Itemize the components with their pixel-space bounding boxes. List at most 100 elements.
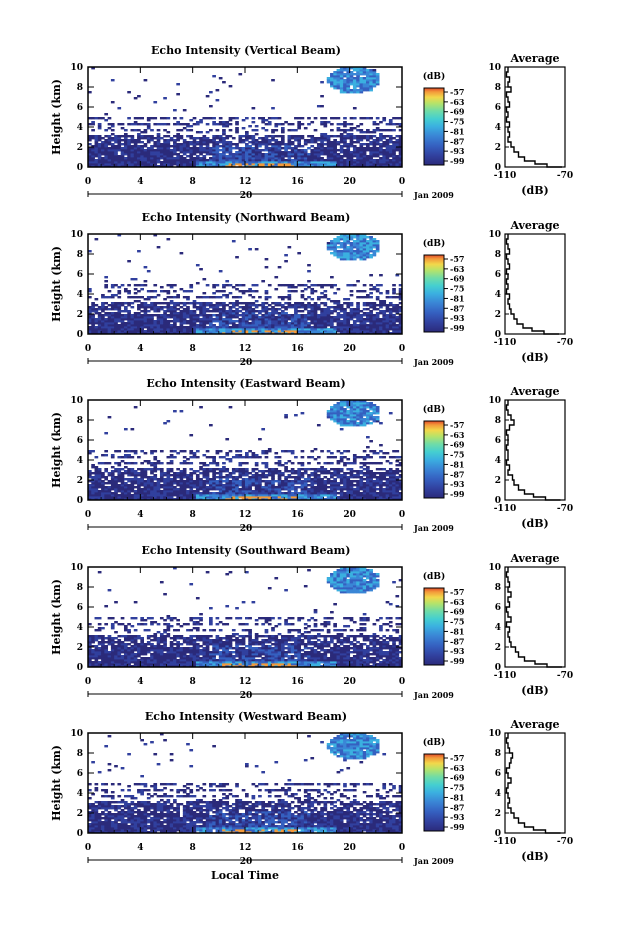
heatmap-cell: [222, 476, 226, 479]
heatmap-cell: [330, 85, 334, 88]
heatmap-cell: [212, 161, 216, 164]
heatmap-cell: [369, 324, 373, 327]
heatmap-cell: [205, 139, 210, 142]
heatmap-cell: [110, 332, 115, 335]
heatmap-cell: [88, 143, 92, 146]
heatmap-cell: [310, 322, 315, 325]
heatmap-cell: [222, 312, 226, 315]
heatmap-cell: [127, 498, 131, 501]
heatmap-cell: [91, 492, 95, 495]
heatmap-cell: [339, 91, 344, 94]
heatmap-cell: [192, 123, 197, 126]
heatmap-cell: [228, 322, 233, 325]
heatmap-cell: [143, 135, 148, 138]
heatmap-cell: [271, 308, 275, 311]
heatmap-cell: [336, 127, 341, 130]
heatmap-cell: [123, 129, 128, 132]
heatmap-cell: [303, 328, 308, 331]
heatmap-cell: [369, 242, 373, 245]
heatmap-cell: [303, 139, 308, 142]
heatmap-cell: [215, 284, 220, 287]
heatmap-cell: [107, 488, 112, 491]
heatmap-cell: [127, 326, 131, 329]
heatmap-cell: [277, 480, 282, 483]
heatmap-cell: [310, 332, 315, 335]
heatmap-cell: [379, 129, 383, 132]
heatmap-cell: [372, 135, 377, 138]
heatmap-cell: [290, 328, 295, 331]
heatmap-cell: [372, 159, 377, 162]
heatmap-cell: [343, 308, 347, 311]
heatmap-cell: [189, 316, 194, 319]
heatmap-cell: [333, 81, 337, 84]
heatmap-cell: [333, 498, 337, 501]
heatmap-cell: [238, 488, 243, 491]
heatmap-cell: [310, 308, 315, 311]
heatmap-cell: [209, 322, 213, 325]
heatmap-cell: [166, 478, 171, 481]
heatmap-cell: [107, 153, 112, 156]
heatmap-cell: [176, 302, 180, 305]
heatmap-cell: [254, 165, 259, 168]
heatmap-cell: [97, 484, 102, 487]
heatmap-cell: [392, 314, 396, 317]
heatmap-cell: [104, 324, 109, 327]
heatmap-cell: [245, 322, 249, 325]
heatmap-cell: [326, 165, 331, 168]
heatmap-cell: [300, 474, 305, 477]
heatmap-cell: [362, 296, 367, 299]
heatmap-cell: [91, 486, 95, 489]
heatmap-cell: [91, 484, 95, 487]
heatmap-cell: [359, 324, 364, 327]
heatmap-cell: [94, 488, 99, 491]
heatmap-cell: [264, 466, 269, 469]
heatmap-cell: [251, 468, 256, 471]
heatmap-cell: [392, 306, 396, 309]
heatmap-cell: [192, 322, 197, 325]
heatmap-cell: [271, 163, 275, 166]
heatmap-cell: [382, 141, 387, 144]
heatmap-cell: [228, 117, 233, 120]
heatmap-cell: [336, 312, 341, 315]
heatmap-cell: [186, 328, 190, 331]
heatmap-cell: [245, 139, 249, 142]
heatmap-cell: [372, 254, 377, 257]
heatmap-cell: [163, 163, 167, 166]
heatmap-cell: [307, 468, 311, 471]
heatmap-cell: [251, 137, 256, 140]
heatmap-cell: [359, 67, 364, 70]
heatmap-cell: [382, 165, 387, 168]
heatmap-cell: [104, 486, 109, 489]
heatmap-cell: [316, 320, 321, 323]
heatmap-cell: [264, 312, 269, 315]
heatmap-cell: [245, 498, 249, 501]
heatmap-cell: [127, 314, 131, 317]
heatmap-cell: [163, 484, 167, 487]
heatmap-cell: [356, 320, 360, 323]
heatmap-cell: [320, 310, 324, 313]
heatmap-cell: [176, 135, 180, 138]
heatmap-cell: [375, 73, 380, 76]
heatmap-cell: [346, 248, 351, 251]
heatmap-cell: [120, 486, 125, 489]
heatmap-cell: [169, 302, 174, 305]
heatmap-cell: [352, 328, 357, 331]
x-tick-label: 16: [291, 177, 304, 187]
heatmap-cell: [287, 159, 292, 162]
heatmap-cell: [375, 159, 380, 162]
heatmap-cell: [287, 129, 292, 132]
heatmap-cell: [349, 153, 354, 156]
heatmap-cell: [166, 484, 171, 487]
heatmap-cell: [284, 163, 288, 166]
heatmap-cell: [359, 69, 364, 72]
heatmap-cell: [379, 292, 383, 295]
heatmap-cell: [140, 161, 144, 164]
heatmap-cell: [205, 478, 210, 481]
heatmap-cell: [159, 484, 164, 487]
heatmap-cell: [339, 163, 344, 166]
heatmap-cell: [392, 117, 396, 120]
heatmap-cell: [186, 143, 190, 146]
heatmap-cell: [176, 452, 180, 455]
heatmap-cell: [231, 488, 236, 491]
heatmap-cell: [110, 308, 115, 311]
